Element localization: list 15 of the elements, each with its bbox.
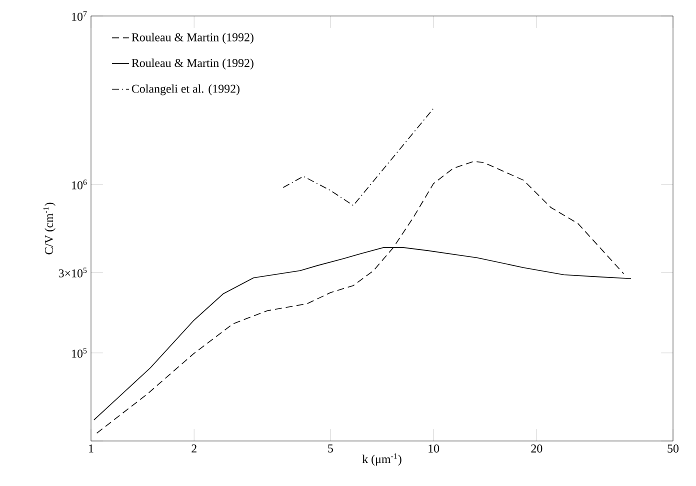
y-axis-title: C/V (cm$^{-1}$) — [43, 202, 56, 254]
x-tick-label: 50 — [668, 444, 679, 453]
x-tick-label: 5 — [328, 444, 333, 452]
y-tick-label: 10$^{5}$ — [72, 348, 87, 358]
x-tick-label: 1 — [89, 444, 94, 452]
x-tick-label: 20 — [531, 444, 542, 453]
y-tick-label: 10$^{7}$ — [72, 11, 87, 21]
x-axis-title: k (μm$^{-1}$) — [362, 453, 402, 466]
x-tick-label: 2 — [192, 444, 196, 452]
legend-label: Colangeli et al. (1992) — [132, 84, 240, 96]
legend-label: Rouleau & Martin (1992) — [132, 58, 254, 70]
x-tick-label: 10 — [428, 444, 440, 453]
y-tick-label: 3×10$^{5}$ — [58, 268, 87, 278]
legend-label: Rouleau & Martin (1992) — [132, 32, 254, 44]
y-tick-label: 10$^{6}$ — [72, 180, 87, 190]
